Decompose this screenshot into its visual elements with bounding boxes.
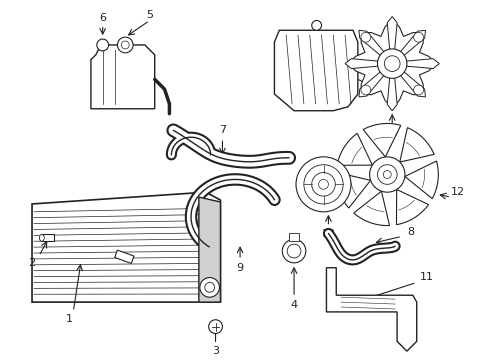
Circle shape <box>384 56 399 72</box>
Polygon shape <box>199 197 220 302</box>
Text: 14: 14 <box>385 128 398 138</box>
Circle shape <box>311 21 321 30</box>
Polygon shape <box>363 123 400 157</box>
Polygon shape <box>353 191 389 226</box>
Circle shape <box>377 49 406 78</box>
Circle shape <box>200 278 219 297</box>
Polygon shape <box>395 30 425 60</box>
Polygon shape <box>386 17 396 56</box>
Text: 1: 1 <box>66 314 73 324</box>
Polygon shape <box>345 59 384 68</box>
Polygon shape <box>396 189 427 225</box>
Polygon shape <box>399 128 433 162</box>
Circle shape <box>303 165 343 204</box>
Polygon shape <box>347 19 435 108</box>
Circle shape <box>383 171 390 179</box>
Text: 11: 11 <box>419 271 433 282</box>
Polygon shape <box>336 172 370 208</box>
Bar <box>42 234 54 241</box>
Text: 6: 6 <box>99 13 106 23</box>
Polygon shape <box>399 59 438 68</box>
Circle shape <box>121 41 129 49</box>
Circle shape <box>97 39 108 51</box>
Text: 8: 8 <box>407 228 413 237</box>
Polygon shape <box>395 68 425 97</box>
Polygon shape <box>274 30 357 111</box>
Text: 3: 3 <box>212 346 219 356</box>
Text: 9: 9 <box>236 263 243 273</box>
Polygon shape <box>91 45 154 109</box>
Text: 2: 2 <box>28 258 36 268</box>
Polygon shape <box>326 268 416 351</box>
Bar <box>115 250 134 264</box>
Polygon shape <box>336 133 371 165</box>
Circle shape <box>117 37 133 53</box>
Circle shape <box>318 179 328 189</box>
Circle shape <box>295 157 350 212</box>
Circle shape <box>286 244 300 258</box>
Polygon shape <box>404 161 437 199</box>
Circle shape <box>369 157 404 192</box>
Circle shape <box>311 172 335 196</box>
Bar <box>288 233 298 241</box>
Text: 5: 5 <box>146 10 153 19</box>
Circle shape <box>360 85 370 95</box>
Text: 10: 10 <box>368 72 382 82</box>
Circle shape <box>204 283 214 292</box>
Circle shape <box>282 239 305 263</box>
Text: 7: 7 <box>219 125 225 135</box>
Text: 12: 12 <box>450 187 464 197</box>
Polygon shape <box>386 71 396 111</box>
Polygon shape <box>32 192 220 302</box>
Circle shape <box>360 32 370 42</box>
Circle shape <box>208 320 222 333</box>
Circle shape <box>377 165 396 184</box>
Circle shape <box>413 85 423 95</box>
Text: 4: 4 <box>290 300 297 310</box>
Ellipse shape <box>40 234 44 241</box>
Circle shape <box>413 32 423 42</box>
Text: 13: 13 <box>321 229 335 239</box>
Polygon shape <box>358 68 387 97</box>
Polygon shape <box>358 30 387 60</box>
